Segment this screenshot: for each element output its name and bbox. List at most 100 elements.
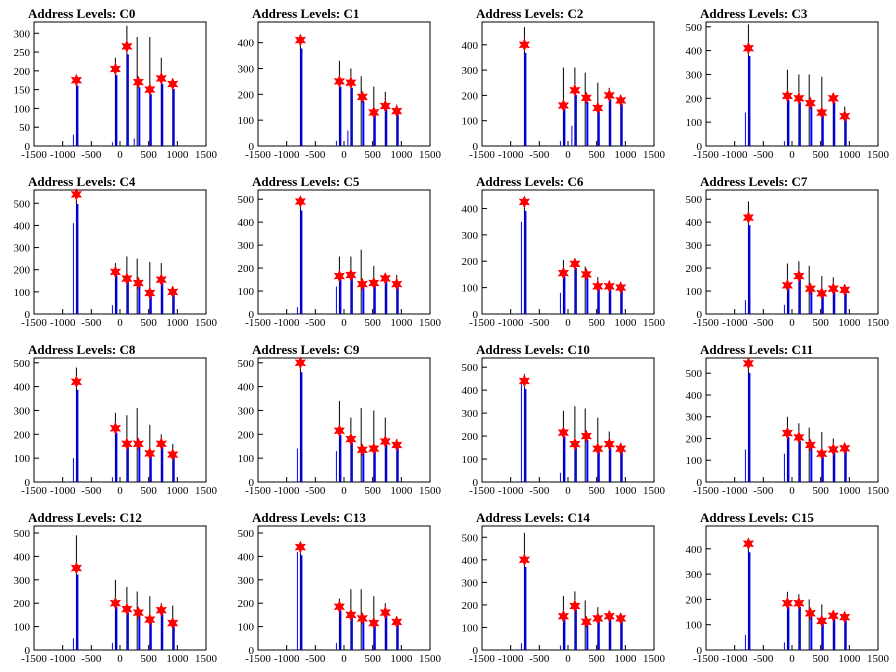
chart-title: Address Levels: C5 <box>252 174 360 189</box>
x-tick-label: 1500 <box>195 149 218 161</box>
x-tick-label: 1500 <box>195 317 218 329</box>
y-tick-label: 500 <box>238 194 255 206</box>
y-tick-label: 500 <box>14 198 31 210</box>
x-tick-label: 1500 <box>419 317 442 329</box>
peak-marker <box>592 442 604 456</box>
chart-title: Address Levels: C9 <box>252 342 360 357</box>
peak-marker <box>368 616 380 630</box>
y-tick-label: 200 <box>14 429 31 441</box>
y-tick-label: 300 <box>238 64 255 76</box>
y-tick-label: 0 <box>473 309 479 321</box>
x-tick-label: 1500 <box>419 485 442 497</box>
peak-marker <box>839 109 851 123</box>
peak-marker <box>603 88 616 103</box>
x-tick-label: 0 <box>117 149 123 161</box>
chart-title: Address Levels: C12 <box>28 510 142 525</box>
x-tick-label: 0 <box>789 485 795 497</box>
peak-marker <box>793 269 805 283</box>
peak-marker <box>155 273 168 287</box>
y-tick-label: 100 <box>462 116 479 128</box>
y-tick-label: 200 <box>14 598 31 610</box>
peak-marker <box>70 375 83 389</box>
x-tick-label: 1000 <box>838 317 861 329</box>
peak-marker <box>804 282 817 296</box>
peak-marker <box>167 285 179 299</box>
x-tick-label: -1500 <box>693 653 719 665</box>
plot-frame <box>33 189 207 315</box>
peak-marker <box>793 430 805 445</box>
y-tick-label: 300 <box>238 405 255 417</box>
x-tick-label: 0 <box>789 317 795 329</box>
y-tick-label: 200 <box>238 429 255 441</box>
peak-marker <box>781 89 794 103</box>
peak-marker <box>294 33 307 47</box>
chart-panel-9: Address Levels: C90100200300400500-1500-… <box>238 342 442 497</box>
y-tick-label: 0 <box>25 141 31 153</box>
x-tick-label: 1500 <box>867 485 890 497</box>
chart-panel-10: Address Levels: C10 0 100 200 300 400 500 -1500… <box>462 342 666 497</box>
chart-panel-3: Address Levels: C30100200300400500-1500-… <box>686 6 890 161</box>
peak-marker <box>333 74 346 89</box>
y-tick-label: 0 <box>25 645 31 657</box>
y-tick-label: 200 <box>238 263 255 275</box>
peak-marker <box>827 442 840 457</box>
peak-marker <box>742 356 755 371</box>
y-tick-label: 100 <box>238 115 255 127</box>
x-tick-label: -500 <box>305 149 326 161</box>
y-tick-label: 500 <box>238 528 255 540</box>
y-tick-label: 300 <box>238 575 255 587</box>
x-tick-label: -500 <box>529 317 550 329</box>
x-tick-label: 0 <box>565 653 571 665</box>
x-tick-label: 0 <box>565 485 571 497</box>
peak-marker <box>368 276 380 290</box>
peak-marker <box>742 41 755 55</box>
x-tick-label: -1500 <box>21 653 47 665</box>
peak-marker <box>345 608 357 622</box>
x-tick-label: -1000 <box>498 485 524 497</box>
peak-marker <box>155 437 168 451</box>
x-tick-label: 1000 <box>390 485 413 497</box>
plot-frame <box>257 357 431 483</box>
y-tick-label: 0 <box>473 645 479 657</box>
y-tick-label: 200 <box>462 90 479 102</box>
x-tick-label: 0 <box>341 317 347 329</box>
x-tick-label: 1000 <box>614 485 637 497</box>
chart-title: Address Levels: C8 <box>28 342 136 357</box>
peak-marker <box>167 77 179 91</box>
plot-frame <box>705 357 879 483</box>
plot-frame <box>33 21 207 147</box>
x-tick-label: 1500 <box>643 317 666 329</box>
peak-marker <box>70 561 83 575</box>
peak-marker <box>804 96 817 110</box>
peak-marker <box>379 99 392 113</box>
peak-marker <box>603 437 616 451</box>
peak-marker <box>356 443 369 457</box>
x-tick-label: -1500 <box>693 149 719 161</box>
x-tick-label: -1500 <box>245 485 271 497</box>
plot-frame <box>705 189 879 315</box>
y-tick-label: 200 <box>462 256 479 268</box>
y-tick-label: 300 <box>462 408 479 420</box>
peak-marker <box>518 553 531 567</box>
y-tick-label: 400 <box>238 217 255 229</box>
y-tick-label: 500 <box>686 368 703 380</box>
x-tick-label: -500 <box>81 653 102 665</box>
y-tick-label: 400 <box>686 544 703 556</box>
y-tick-label: 300 <box>686 240 703 252</box>
x-tick-label: 1000 <box>838 149 861 161</box>
x-tick-label: -1500 <box>245 149 271 161</box>
peak-marker <box>580 429 593 443</box>
peak-marker <box>155 71 168 86</box>
y-tick-label: 400 <box>238 551 255 563</box>
peak-marker <box>294 194 307 209</box>
peak-marker <box>144 446 156 461</box>
peak-marker <box>379 434 392 449</box>
x-tick-label: 500 <box>364 653 381 665</box>
x-tick-label: -1500 <box>693 317 719 329</box>
x-tick-label: -500 <box>753 653 774 665</box>
chart-title: Address Levels: C14 <box>476 510 590 525</box>
x-tick-label: -500 <box>529 485 550 497</box>
chart-panel-6: Address Levels: C6 0 100 200 300 400 -1500 -100… <box>462 174 666 329</box>
y-tick-label: 100 <box>14 287 31 299</box>
